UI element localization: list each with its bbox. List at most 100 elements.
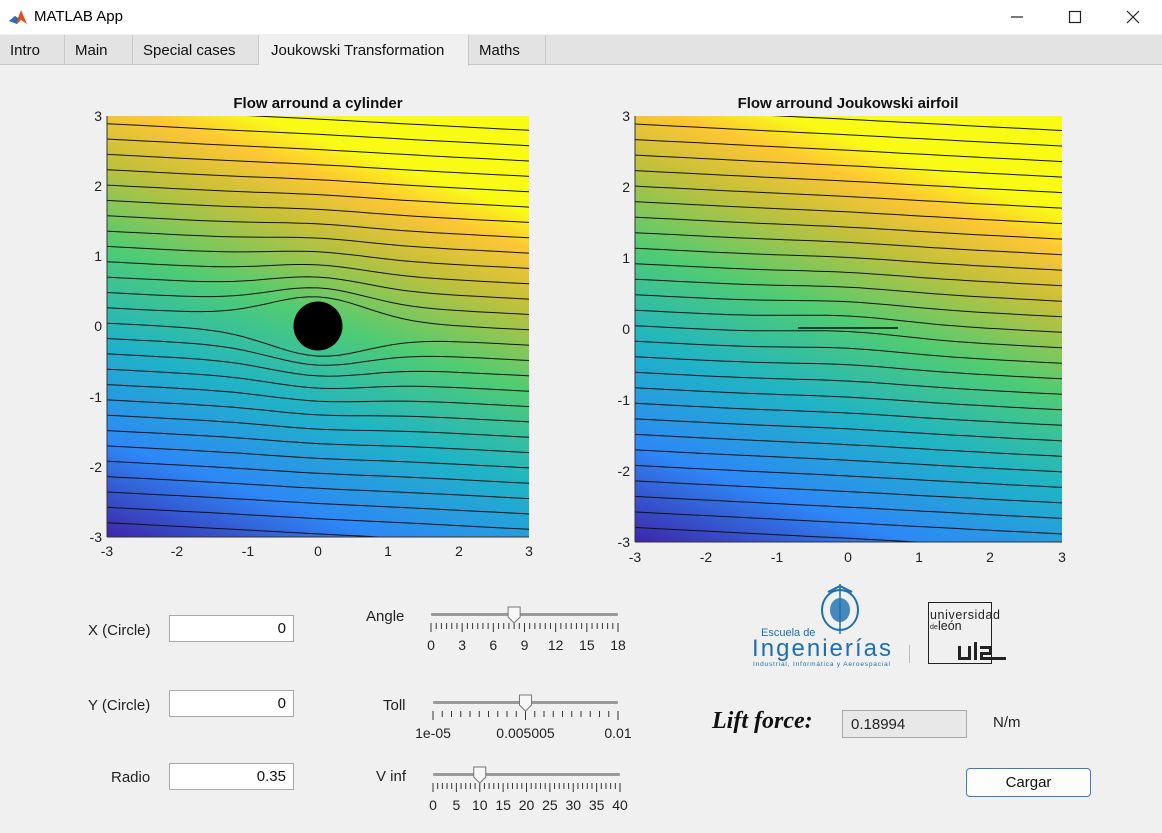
close-button[interactable] <box>1104 0 1162 34</box>
streamline <box>107 245 529 269</box>
y-circle-label: Y (Circle) <box>88 697 151 714</box>
streamline <box>107 353 529 377</box>
streamline <box>635 387 1062 411</box>
slider-tick-label: 35 <box>589 797 605 813</box>
window-title: MATLAB App <box>34 8 123 25</box>
close-icon <box>1126 10 1140 24</box>
vinf-label: V inf <box>376 768 407 785</box>
streamline <box>635 495 1062 519</box>
crest-icon <box>821 584 859 634</box>
left-xtick: -3 <box>101 543 114 559</box>
escuela-line2: Ingenierías <box>752 635 891 662</box>
slider-tick-label: 15 <box>495 797 511 813</box>
streamline <box>635 278 1062 302</box>
slider-track[interactable] <box>431 613 618 616</box>
tab-content: Flow arround a cylinder 3 2 1 0 -1 -2 -3… <box>0 66 1162 833</box>
right-ytick: 2 <box>622 179 630 195</box>
right-plot-axes <box>634 116 1062 543</box>
maximize-icon <box>1068 10 1082 24</box>
right-xtick: -3 <box>629 549 642 565</box>
streamline <box>107 230 529 254</box>
streamline <box>635 232 1062 256</box>
slider-tick-label: 18 <box>610 637 626 653</box>
escuela-line3: Industrial, Informática y Aeroespacial <box>753 661 891 668</box>
slider-tick-label: 40 <box>612 797 628 813</box>
left-ytick: -2 <box>90 459 103 475</box>
streamline <box>635 216 1062 240</box>
streamline <box>635 123 1062 147</box>
y-circle-input[interactable]: 0 <box>169 690 294 717</box>
tab-maths[interactable]: Maths <box>469 35 546 65</box>
slider-tick-label: 25 <box>542 797 558 813</box>
left-plot-title: Flow arround a cylinder <box>233 95 402 112</box>
lift-force-unit: N/m <box>993 714 1021 731</box>
tab-main[interactable]: Main <box>65 35 133 65</box>
tab-special-cases[interactable]: Special cases <box>133 35 259 65</box>
slider-tick-label: 15 <box>579 637 595 653</box>
maximize-button[interactable] <box>1046 0 1104 34</box>
streamline <box>107 414 529 438</box>
x-circle-input[interactable]: 0 <box>169 615 294 642</box>
streamline <box>107 138 529 162</box>
streamline <box>635 170 1062 194</box>
x-circle-label: X (Circle) <box>88 622 151 639</box>
left-xtick: -2 <box>171 543 184 559</box>
ule-mark-icon <box>958 642 1006 660</box>
toll-slider[interactable]: 1e-05 0.005005 0.01 <box>405 692 645 748</box>
streamline <box>107 522 390 537</box>
right-ytick: 0 <box>622 321 630 337</box>
streamline <box>635 464 1062 488</box>
minimize-button[interactable] <box>988 0 1046 34</box>
slider-thumb[interactable] <box>507 606 521 624</box>
streamline <box>246 116 529 131</box>
left-xtick: 3 <box>525 543 533 559</box>
streamline <box>635 185 1062 209</box>
tab-joukowski-transformation[interactable]: Joukowski Transformation <box>259 35 469 66</box>
streamline <box>635 371 1062 395</box>
slider-thumb[interactable] <box>519 694 532 712</box>
left-ytick: -1 <box>90 389 103 405</box>
angle-slider[interactable]: 0 3 6 9 12 15 18 <box>420 604 635 660</box>
right-xtick: 3 <box>1058 549 1066 565</box>
matlab-icon <box>8 7 28 27</box>
cargar-button[interactable]: Cargar <box>966 768 1091 797</box>
slider-tick-label: 0.005005 <box>496 725 555 741</box>
right-ytick: 1 <box>622 250 630 266</box>
right-xtick: 2 <box>986 549 994 565</box>
streamline <box>107 476 529 500</box>
left-xtick: 2 <box>455 543 463 559</box>
right-streamlines <box>635 116 1062 542</box>
vinf-slider[interactable]: 0 5 10 15 20 25 30 35 40 <box>422 764 637 820</box>
lift-force-output: 0.18994 <box>842 710 967 738</box>
streamline <box>107 296 529 331</box>
streamline <box>635 309 1062 333</box>
right-xtick: -2 <box>700 549 713 565</box>
streamline <box>635 294 1062 318</box>
streamline <box>107 338 529 366</box>
tab-intro[interactable]: Intro <box>0 35 65 65</box>
streamline <box>107 445 529 469</box>
slider-tick-label: 1e-05 <box>415 725 451 741</box>
slider-track[interactable] <box>433 773 620 776</box>
radio-input[interactable]: 0.35 <box>169 763 294 790</box>
streamline <box>107 368 529 392</box>
left-xtick: 0 <box>314 543 322 559</box>
left-ytick: 3 <box>94 108 102 124</box>
left-ytick: -3 <box>90 529 103 545</box>
right-plot-title: Flow arround Joukowski airfoil <box>738 95 959 112</box>
universidad-line1: universidad <box>930 608 1000 622</box>
streamline <box>635 356 1062 380</box>
left-ytick: 2 <box>94 178 102 194</box>
streamline <box>635 449 1062 473</box>
left-ytick: 0 <box>94 318 102 334</box>
streamline <box>107 169 529 193</box>
streamline <box>107 430 529 454</box>
slider-tick-label: 12 <box>548 637 564 653</box>
right-xtick: -1 <box>771 549 784 565</box>
streamline <box>107 460 529 484</box>
streamline <box>107 199 529 223</box>
streamline <box>635 139 1062 163</box>
streamline <box>635 527 928 542</box>
slider-thumb[interactable] <box>473 766 487 784</box>
streamline <box>635 340 1062 364</box>
